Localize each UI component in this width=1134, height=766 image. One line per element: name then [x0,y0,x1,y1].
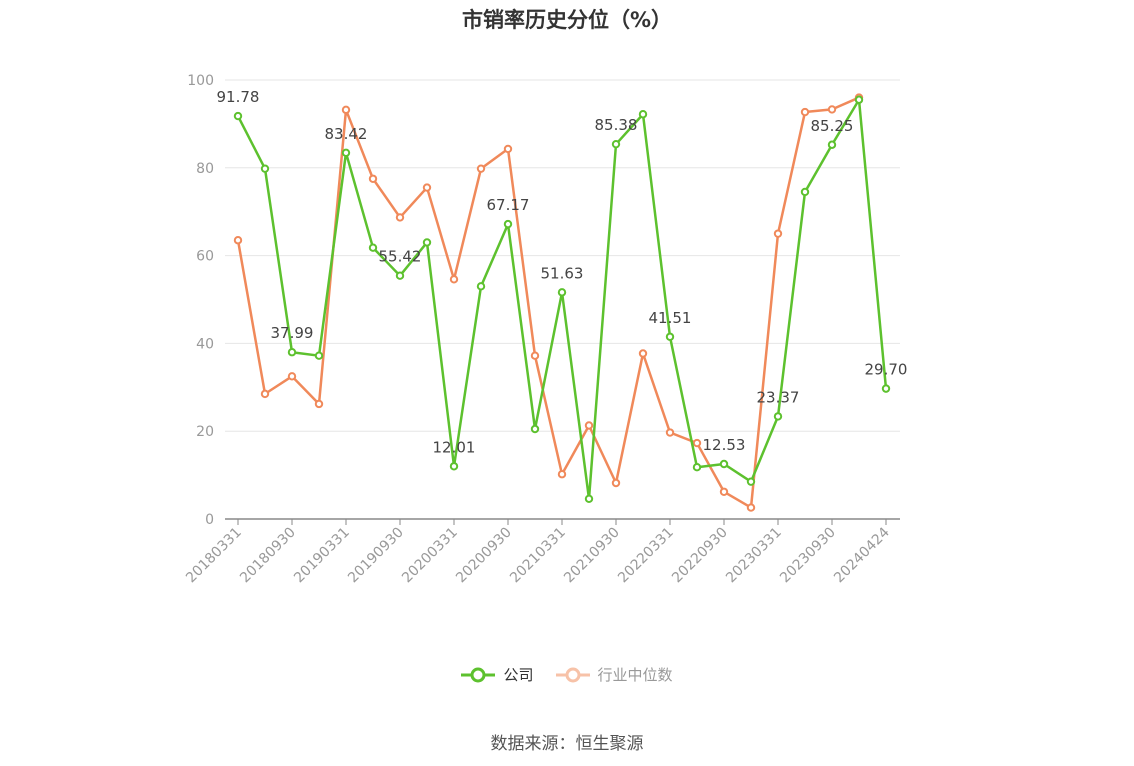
data-label: 51.63 [541,264,584,282]
data-point-0 [422,238,432,247]
x-tick-label: 20230331 [723,525,785,587]
data-point-1 [422,183,432,192]
legend-item-industry[interactable]: 行业中位数 [555,664,673,685]
series-layer [233,93,891,512]
data-point-1 [476,164,486,173]
data-point-0 [449,462,459,471]
data-point-0 [638,110,648,119]
data-point-0 [260,164,270,173]
data-label: 12.53 [703,436,746,454]
legend-swatch-industry [555,667,590,682]
y-tick-label: 60 [196,249,214,265]
legend: 公司 行业中位数 [0,664,1134,685]
data-point-0 [341,148,351,157]
data-point-0 [827,140,837,149]
y-tick-label: 0 [205,512,214,528]
data-point-1 [746,503,756,512]
x-axis: 2018033120180930201903312019093020200331… [183,518,900,587]
data-point-0 [881,384,891,393]
data-point-0 [611,139,621,149]
data-source: 数据来源：恒生聚源 [490,734,644,754]
data-point-1 [557,470,567,479]
data-point-0 [800,187,810,197]
x-tick-label: 20230930 [777,525,839,587]
x-tick-label: 20180930 [237,525,299,587]
y-tick-label: 40 [196,336,214,352]
data-point-1 [827,105,837,114]
y-tick-label: 80 [196,161,214,177]
data-point-1 [800,107,810,117]
chart-title: 市销率历史分位（%） [461,8,673,32]
data-point-1 [368,174,378,183]
x-tick-label: 20240424 [831,524,893,586]
data-point-0 [395,271,405,280]
data-label: 12.01 [433,438,476,456]
data-point-0 [314,351,324,360]
x-tick-label: 20210930 [561,525,623,587]
data-point-1 [665,428,675,437]
data-point-1 [341,105,351,115]
data-label: 37.99 [271,324,314,342]
x-tick-label: 20220331 [615,525,677,587]
data-label: 67.17 [487,196,530,214]
data-point-1 [638,349,648,358]
data-point-1 [233,236,243,245]
data-point-1 [503,144,513,154]
legend-item-company[interactable]: 公司 [461,664,534,685]
data-point-0 [557,288,567,297]
data-labels: 91.78 37.99 83.42 55.42 12.01 67.17 51.63 85.38… [217,88,908,456]
data-point-1 [584,421,594,430]
grid-lines [225,79,900,432]
data-point-0 [746,477,756,486]
data-point-0 [503,219,513,229]
data-label: 85.25 [811,117,854,135]
data-label: 55.42 [379,248,422,266]
data-label: 83.42 [325,125,368,143]
y-tick-label: 100 [187,73,214,89]
data-label: 91.78 [217,88,260,106]
legend-label-company: 公司 [503,666,534,684]
data-label: 29.70 [865,361,908,379]
x-tick-label: 20220930 [669,525,731,587]
data-point-1 [395,213,405,222]
data-label: 85.38 [595,116,638,134]
data-point-0 [476,282,486,291]
data-point-1 [449,275,459,284]
legend-swatch-company [461,667,496,682]
data-point-1 [287,372,297,381]
x-tick-label: 20180331 [183,525,245,587]
data-point-0 [584,494,594,504]
data-point-1 [692,438,702,448]
data-point-0 [368,243,378,252]
x-tick-label: 20200930 [453,525,515,587]
data-point-1 [719,487,729,496]
x-tick-label: 20190331 [291,525,353,587]
data-label: 41.51 [649,309,692,327]
y-axis-ticks: 0 20 40 60 80 100 [187,73,214,528]
data-point-0 [773,412,783,421]
legend-label-industry: 行业中位数 [597,666,673,684]
data-point-1 [530,351,540,360]
data-point-0 [692,462,702,472]
data-label: 23.37 [757,388,800,406]
data-point-0 [287,348,297,357]
data-point-1 [773,229,783,238]
series-line-1 [236,96,860,509]
data-point-0 [665,332,675,341]
x-tick-label: 20200331 [399,525,461,587]
data-point-1 [260,389,270,399]
x-tick-label: 20210331 [507,525,569,587]
data-point-0 [530,424,540,434]
data-point-1 [611,478,621,488]
data-point-0 [233,111,243,121]
y-tick-label: 20 [196,424,214,440]
data-point-0 [719,459,729,469]
series-line-0 [236,98,888,501]
x-tick-label: 20190930 [345,525,407,587]
data-point-1 [314,399,324,409]
data-point-0 [854,95,864,104]
